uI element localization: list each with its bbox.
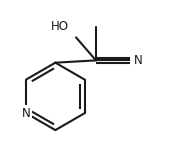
Text: HO: HO — [50, 20, 68, 33]
Text: N: N — [133, 54, 142, 67]
Text: N: N — [22, 107, 31, 120]
